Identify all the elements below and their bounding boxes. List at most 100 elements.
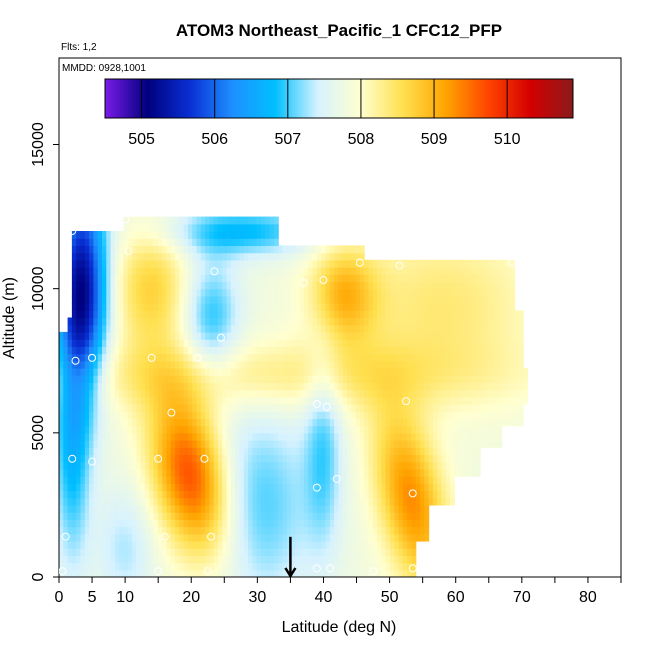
- heatmap-cell: [278, 324, 284, 333]
- heatmap-cell: [402, 454, 408, 463]
- heatmap-cell: [458, 447, 464, 456]
- heatmap-cell: [342, 461, 348, 470]
- heatmap-cell: [200, 512, 206, 520]
- heatmap-cell: [364, 432, 370, 441]
- heatmap-cell: [291, 468, 296, 477]
- heatmap-cell: [372, 295, 378, 304]
- heatmap-cell: [71, 569, 77, 577]
- heatmap-cell: [114, 548, 120, 556]
- heatmap-cell: [218, 331, 223, 340]
- heatmap-cell: [230, 562, 236, 571]
- heatmap-cell: [114, 331, 120, 340]
- heatmap-cell: [149, 418, 155, 427]
- heatmap-cell: [355, 339, 361, 347]
- heatmap-cell: [411, 461, 417, 470]
- heatmap-cell: [428, 324, 434, 333]
- heatmap-cell: [312, 432, 318, 441]
- heatmap-cell: [226, 303, 232, 311]
- heatmap-cell: [110, 432, 116, 441]
- heatmap-cell: [252, 288, 258, 297]
- heatmap-cell: [368, 432, 374, 441]
- heatmap-cell: [432, 281, 438, 290]
- heatmap-cell: [359, 540, 365, 549]
- heatmap-cell: [381, 519, 387, 528]
- heatmap-cell: [450, 389, 455, 398]
- heatmap-cell: [89, 339, 94, 347]
- heatmap-cell: [132, 526, 137, 535]
- heatmap-cell: [260, 223, 266, 232]
- heatmap-cell: [179, 259, 185, 268]
- heatmap-cell: [84, 476, 90, 484]
- heatmap-cell: [175, 223, 180, 232]
- heatmap-cell: [114, 281, 120, 290]
- heatmap-cell: [162, 245, 168, 254]
- heatmap-cell: [411, 267, 417, 275]
- heatmap-cell: [93, 461, 99, 470]
- heatmap-cell: [265, 223, 271, 232]
- heatmap-cell: [411, 353, 417, 362]
- heatmap-cell: [196, 288, 202, 297]
- heatmap-cell: [123, 512, 129, 520]
- heatmap-cell: [248, 267, 253, 275]
- heatmap-cell: [501, 396, 507, 405]
- heatmap-cell: [226, 497, 232, 506]
- heatmap-cell: [200, 360, 206, 369]
- heatmap-cell: [501, 331, 507, 340]
- heatmap-cell: [132, 396, 137, 405]
- heatmap-cell: [136, 267, 142, 275]
- heatmap-cell: [282, 490, 288, 499]
- heatmap-cell: [346, 303, 352, 311]
- heatmap-cell: [140, 512, 146, 520]
- heatmap-cell: [497, 404, 503, 412]
- heatmap-cell: [114, 274, 120, 283]
- heatmap-cell: [235, 367, 241, 376]
- heatmap-cell: [260, 483, 266, 492]
- heatmap-cell: [351, 288, 357, 297]
- heatmap-cell: [187, 324, 193, 333]
- heatmap-cell: [450, 288, 455, 297]
- heatmap-cell: [256, 317, 262, 326]
- heatmap-cell: [342, 411, 348, 420]
- heatmap-cell: [101, 512, 107, 520]
- heatmap-cell: [239, 389, 245, 398]
- heatmap-cell: [213, 555, 219, 564]
- heatmap-cell: [170, 418, 176, 427]
- heatmap-cell: [424, 468, 430, 477]
- heatmap-cell: [166, 519, 172, 528]
- heatmap-cell: [213, 375, 219, 383]
- heatmap-cell: [282, 339, 288, 347]
- heatmap-cell: [106, 526, 112, 535]
- heatmap-cell: [407, 425, 413, 434]
- heatmap-cell: [123, 519, 129, 528]
- heatmap-cell: [123, 418, 129, 427]
- heatmap-cell: [355, 375, 361, 383]
- heatmap-cell: [518, 367, 524, 376]
- heatmap-cell: [501, 317, 507, 326]
- heatmap-cell: [183, 540, 189, 549]
- heatmap-cell: [205, 447, 211, 456]
- heatmap-cell: [355, 245, 361, 254]
- heatmap-cell: [505, 324, 511, 333]
- heatmap-cell: [364, 339, 370, 347]
- heatmap-cell: [450, 331, 455, 340]
- heatmap-cell: [385, 490, 391, 499]
- heatmap-cell: [445, 367, 451, 376]
- heatmap-cell: [321, 497, 327, 506]
- heatmap-cell: [518, 331, 524, 340]
- heatmap-cell: [175, 483, 180, 492]
- heatmap-cell: [166, 468, 172, 477]
- heatmap-cell: [93, 490, 99, 499]
- heatmap-cell: [385, 389, 391, 398]
- heatmap-cell: [445, 346, 451, 355]
- heatmap-cell: [63, 411, 69, 420]
- heatmap-cell: [114, 454, 120, 463]
- heatmap-cell: [359, 259, 365, 268]
- date-annotation: MMDD: 0928,1001: [62, 63, 146, 74]
- heatmap-cell: [398, 440, 404, 448]
- heatmap-cell: [342, 324, 348, 333]
- heatmap-cell: [411, 367, 417, 376]
- heatmap-cell: [291, 540, 296, 549]
- heatmap-cell: [437, 259, 443, 268]
- heatmap-cell: [308, 504, 314, 513]
- heatmap-cell: [424, 310, 430, 319]
